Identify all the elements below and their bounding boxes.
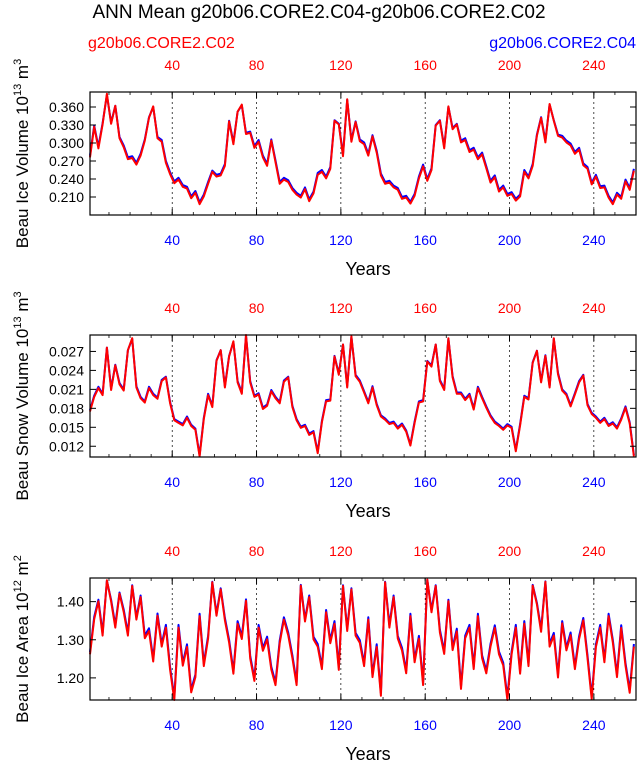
x-tick-label-top: 240	[582, 300, 606, 316]
x-tick-label-bottom: 80	[249, 232, 265, 248]
x-tick-label-bottom: 200	[498, 717, 522, 733]
x-tick-label-top: 80	[249, 57, 265, 73]
x-tick-label-top: 200	[498, 543, 522, 559]
y-tick-label: 0.270	[49, 153, 84, 169]
y-tick-label: 0.027	[49, 343, 84, 359]
x-tick-label-bottom: 120	[329, 717, 353, 733]
plot-frame	[89, 577, 637, 701]
x-tick-label-top: 200	[498, 57, 522, 73]
x-tick-label-top: 160	[414, 57, 438, 73]
series-line-c02	[89, 334, 635, 458]
y-tick-label: 0.015	[49, 419, 84, 435]
x-tick-label-bottom: 80	[249, 717, 265, 733]
x-tick-label-top: 80	[249, 543, 265, 559]
y-tick-label: 0.021	[49, 381, 84, 397]
y-tick-label: 0.300	[49, 135, 84, 151]
y-tick-label: 0.012	[49, 438, 84, 454]
x-tick-label-top: 240	[582, 57, 606, 73]
y-tick-label: 0.018	[49, 400, 84, 416]
x-tick-label-bottom: 80	[249, 474, 265, 490]
x-tick-label-bottom: 240	[582, 717, 606, 733]
x-axis-label: Years	[345, 501, 390, 521]
y-axis-label: Beau Snow Volume 1013 m3	[12, 291, 32, 500]
x-tick-label-bottom: 120	[329, 474, 353, 490]
x-tick-label-top: 160	[414, 300, 438, 316]
x-tick-label-bottom: 120	[329, 232, 353, 248]
y-axis-label: Beau Ice Area 1012 m2	[12, 555, 32, 723]
y-tick-label: 1.40	[57, 594, 84, 610]
x-tick-label-bottom: 40	[164, 232, 180, 248]
x-tick-label-top: 240	[582, 543, 606, 559]
series-line-c02	[89, 578, 635, 701]
x-axis-label: Years	[345, 259, 390, 279]
y-tick-label: 0.240	[49, 171, 84, 187]
y-tick-label: 1.30	[57, 632, 84, 648]
y-tick-label: 0.210	[49, 189, 84, 205]
x-tick-label-bottom: 160	[414, 717, 438, 733]
x-axis-label: Years	[345, 744, 390, 762]
series-line-c02	[89, 92, 635, 206]
legend-series-c04: g20b06.CORE2.C04	[489, 35, 636, 52]
y-tick-label: 1.20	[57, 670, 84, 686]
x-tick-label-bottom: 200	[498, 232, 522, 248]
legend-series-c02: g20b06.CORE2.C02	[88, 35, 235, 52]
x-tick-label-top: 200	[498, 300, 522, 316]
x-tick-label-bottom: 40	[164, 717, 180, 733]
x-tick-label-top: 40	[164, 543, 180, 559]
x-tick-label-bottom: 200	[498, 474, 522, 490]
x-tick-label-top: 120	[329, 300, 353, 316]
plot-frame	[89, 91, 637, 216]
x-tick-label-bottom: 160	[414, 474, 438, 490]
x-tick-label-top: 120	[329, 543, 353, 559]
panel-ice-area: 1.20 1.30 1.40 40 40 80 80 120 120 160 160 200 200 24…	[12, 543, 637, 762]
y-tick-label: 0.360	[49, 99, 84, 115]
x-tick-label-bottom: 240	[582, 474, 606, 490]
x-tick-label-bottom: 40	[164, 474, 180, 490]
x-tick-label-top: 80	[249, 300, 265, 316]
y-tick-label: 0.330	[49, 117, 84, 133]
x-tick-label-top: 120	[329, 57, 353, 73]
x-tick-label-top: 160	[414, 543, 438, 559]
x-tick-label-bottom: 160	[414, 232, 438, 248]
x-tick-label-top: 40	[164, 300, 180, 316]
y-tick-label: 0.024	[49, 362, 84, 378]
x-tick-label-bottom: 240	[582, 232, 606, 248]
plot-frame	[89, 334, 637, 458]
figure-title: ANN Mean g20b06.CORE2.C04-g20b06.CORE2.C…	[92, 2, 545, 23]
x-tick-label-top: 40	[164, 57, 180, 73]
panel-snow-volume: 0.012 0.015 0.018 0.021 0.024 0.027 40 40 80 80 12…	[12, 291, 637, 521]
y-axis-label: Beau Ice Volume 1013 m3	[12, 59, 32, 248]
panel-ice-volume: 0.210 0.240 0.270 0.300 0.330 0.360 40 40 80 80 12…	[12, 57, 637, 279]
